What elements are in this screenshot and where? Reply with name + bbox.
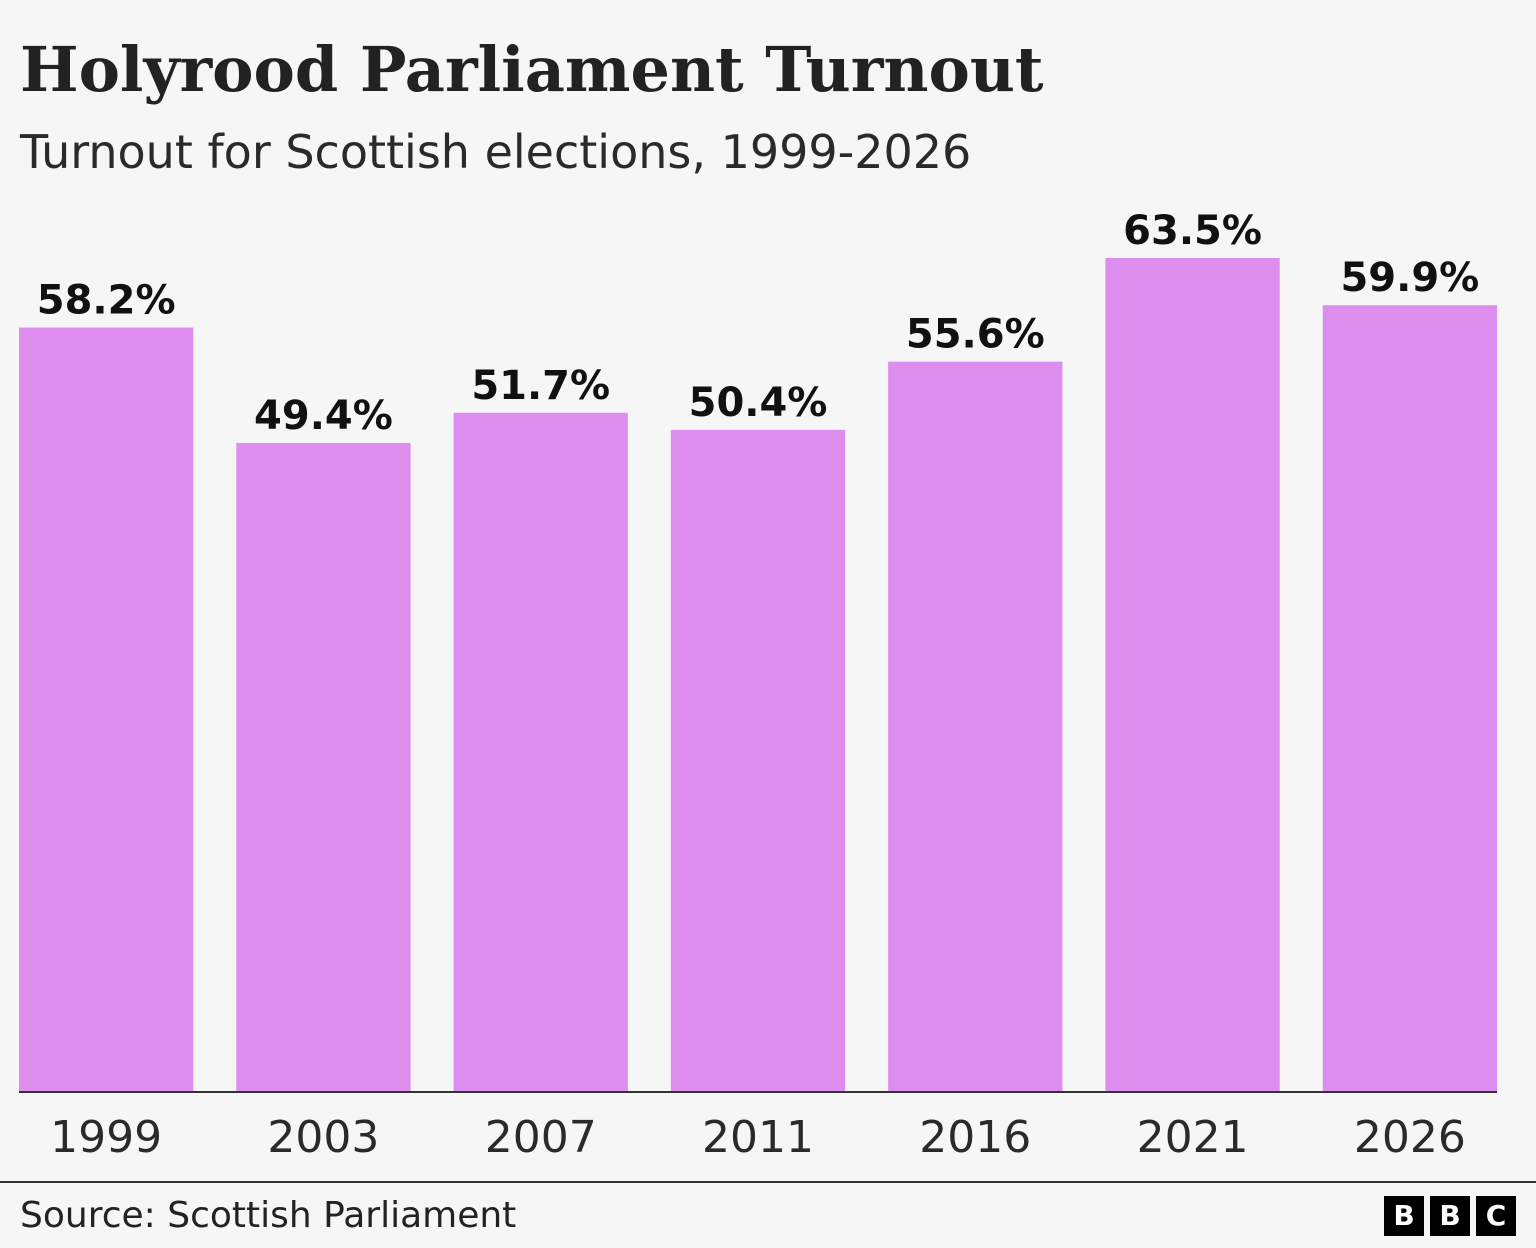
data-label-2011: 50.4% bbox=[689, 380, 828, 426]
footer-divider bbox=[0, 1181, 1536, 1183]
chart-title: Holyrood Parliament Turnout bbox=[20, 33, 1044, 106]
x-tick-label-2016: 2016 bbox=[919, 1112, 1031, 1163]
bar-1999 bbox=[19, 327, 194, 1091]
x-tick-label-2011: 2011 bbox=[702, 1112, 814, 1163]
data-label-2007: 51.7% bbox=[471, 363, 610, 409]
data-label-2016: 55.6% bbox=[906, 312, 1045, 358]
bar-2003 bbox=[236, 442, 411, 1092]
data-label-2021: 63.5% bbox=[1123, 208, 1262, 254]
bar-2007 bbox=[453, 412, 628, 1091]
source-note: Source: Scottish Parliament bbox=[20, 1195, 517, 1236]
x-tick-label-2007: 2007 bbox=[485, 1112, 597, 1163]
bbc-logo: B B C bbox=[1384, 1196, 1516, 1236]
logo-letter: B bbox=[1430, 1196, 1470, 1236]
bar-2021 bbox=[1105, 258, 1280, 1091]
data-label-2003: 49.4% bbox=[254, 393, 393, 439]
x-tick-label-2021: 2021 bbox=[1137, 1112, 1249, 1163]
chart-subtitle: Turnout for Scottish elections, 1999-202… bbox=[20, 125, 972, 179]
data-label-1999: 58.2% bbox=[37, 278, 176, 324]
logo-letter: B bbox=[1384, 1196, 1424, 1236]
logo-letter: C bbox=[1476, 1196, 1516, 1236]
data-label-2026: 59.9% bbox=[1340, 255, 1479, 301]
bar-2026 bbox=[1322, 305, 1497, 1091]
bar-2011 bbox=[670, 429, 846, 1091]
bar-2016 bbox=[888, 361, 1063, 1091]
x-tick-label-1999: 1999 bbox=[50, 1112, 162, 1163]
x-tick-label-2003: 2003 bbox=[267, 1112, 379, 1163]
x-tick-label-2026: 2026 bbox=[1354, 1112, 1466, 1163]
